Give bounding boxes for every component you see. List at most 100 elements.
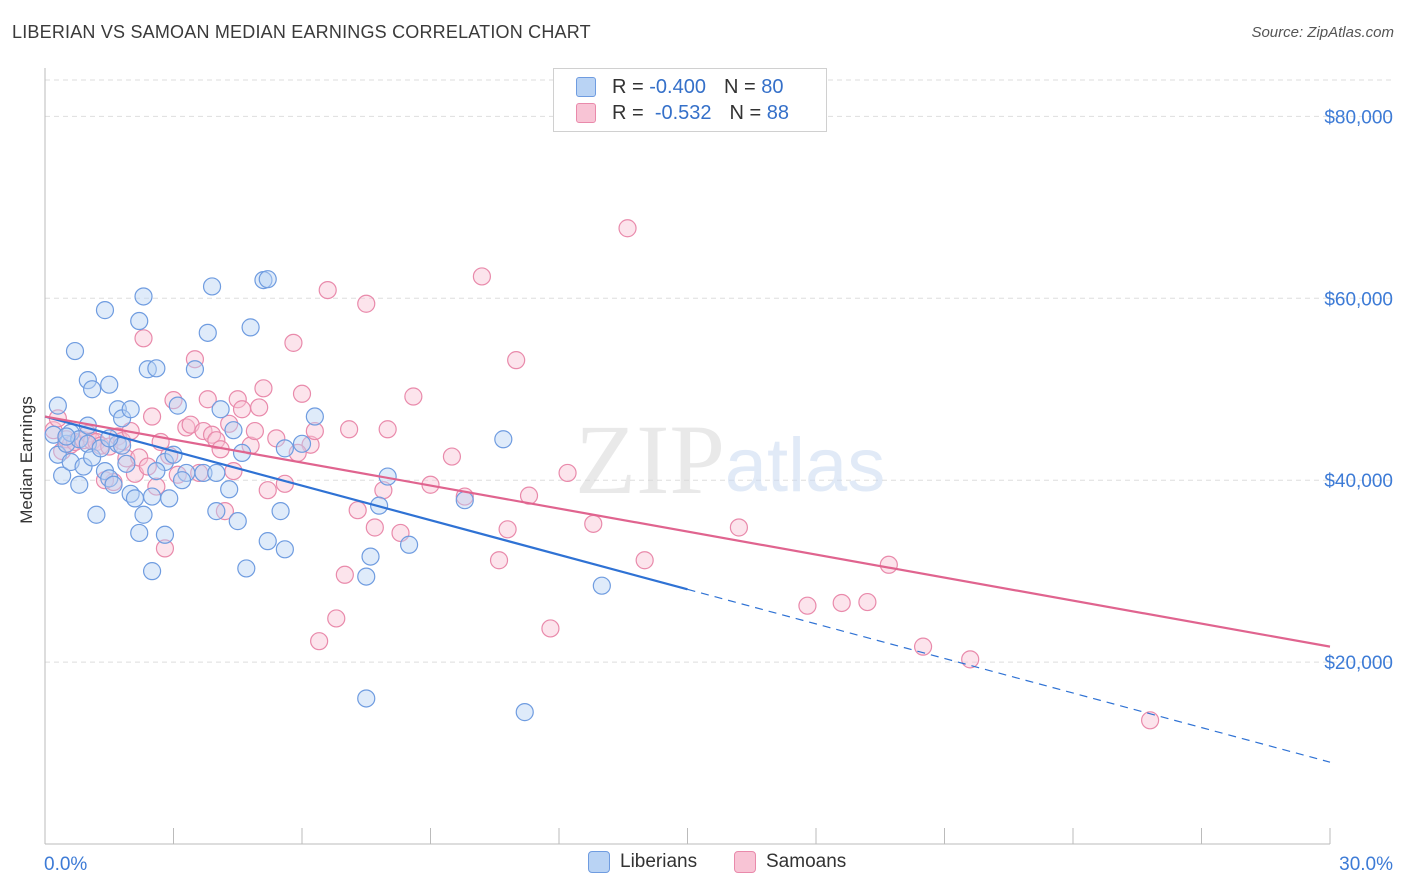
- liberians-point: [275, 439, 294, 458]
- y-tick-labels: $80,000 $60,000 $40,000 $20,000: [1324, 107, 1393, 674]
- samoans-point: [228, 390, 247, 409]
- n-label: N =: [729, 101, 762, 124]
- n-value-liberians: 80: [761, 75, 784, 98]
- liberians-point: [57, 427, 76, 446]
- samoans-point: [340, 420, 359, 439]
- liberians-point: [95, 301, 115, 320]
- samoans-point: [584, 514, 603, 533]
- samoans-point: [498, 520, 517, 539]
- liberians-point: [271, 502, 290, 521]
- samoans-legend-swatch: [734, 851, 756, 873]
- legend-label-samoans: Samoans: [766, 851, 847, 872]
- liberians-point: [70, 475, 89, 494]
- samoans-point: [489, 551, 509, 570]
- samoans-point: [507, 351, 526, 370]
- liberians-points: [44, 270, 611, 722]
- liberians-point: [357, 689, 376, 708]
- samoans-point: [310, 632, 329, 651]
- liberians-trend-extension: [687, 588, 1331, 763]
- samoans-point: [318, 281, 337, 300]
- liberians-point: [134, 505, 153, 524]
- liberians-point: [130, 311, 149, 331]
- liberians-trend-line: [44, 415, 688, 591]
- samoans-point: [335, 565, 354, 584]
- trend-lines: [44, 415, 1331, 763]
- liberians-point: [202, 277, 222, 296]
- samoans-point: [404, 387, 423, 406]
- liberians-point: [228, 512, 247, 531]
- samoans-point: [327, 609, 346, 628]
- legend-item-liberians[interactable]: Liberians: [588, 851, 697, 873]
- samoans-point: [442, 447, 462, 466]
- liberians-point: [108, 400, 127, 419]
- liberians-point: [125, 489, 145, 508]
- liberians-point: [592, 576, 611, 595]
- y-tick-label: $40,000: [1324, 471, 1393, 492]
- watermark-atlas: atlas: [725, 423, 886, 508]
- liberians-point: [399, 535, 419, 554]
- samoans-point: [254, 379, 273, 398]
- x-tick-labels: 0.0% 30.0%: [44, 854, 1393, 875]
- r-value-samoans: -0.532: [654, 101, 712, 124]
- liberians-point: [185, 360, 205, 379]
- samoans-point: [357, 294, 376, 313]
- samoans-point: [961, 650, 980, 669]
- liberians-point: [168, 396, 187, 415]
- liberians-point: [130, 523, 149, 543]
- samoans-point: [729, 518, 749, 537]
- samoans-point: [832, 593, 851, 613]
- liberians-point: [134, 287, 153, 306]
- y-tick-label: $80,000: [1324, 107, 1393, 128]
- liberians-point: [357, 567, 376, 586]
- samoans-point: [250, 398, 269, 417]
- liberians-point: [455, 491, 474, 510]
- liberians-point: [83, 380, 102, 399]
- liberians-point: [207, 463, 226, 483]
- series-legend: Liberians Samoans: [0, 851, 1406, 879]
- r-label: R =: [612, 75, 644, 98]
- samoans-point: [185, 350, 205, 369]
- liberians-point: [211, 400, 230, 419]
- samoans-point: [245, 421, 264, 441]
- x-tick-label-max: 30.0%: [1339, 854, 1393, 875]
- liberians-point: [100, 375, 119, 394]
- liberians-point: [224, 421, 243, 440]
- axes: [44, 68, 1331, 845]
- samoans-point: [798, 596, 817, 615]
- liberians-point: [53, 466, 72, 485]
- liberians-point: [160, 489, 179, 508]
- legend-label-liberians: Liberians: [620, 851, 698, 872]
- liberians-point: [104, 475, 123, 494]
- liberians-point: [241, 318, 260, 337]
- liberians-point: [292, 434, 312, 453]
- samoans-point: [284, 333, 303, 352]
- samoans-point: [472, 267, 491, 286]
- liberians-point: [78, 371, 97, 390]
- samoans-point: [258, 481, 277, 500]
- y-tick-label: $60,000: [1324, 289, 1393, 310]
- r-label: R =: [612, 101, 644, 124]
- samoans-point: [142, 407, 162, 426]
- samoans-swatch: [576, 103, 596, 123]
- samoans-point: [305, 421, 324, 441]
- legend-row-samoans: R = -0.532 N = 88: [576, 100, 789, 126]
- n-value-samoans: 88: [766, 101, 790, 124]
- liberians-point: [48, 396, 67, 415]
- liberians-point: [194, 463, 213, 483]
- liberians-point: [155, 525, 175, 544]
- liberians-point: [305, 407, 324, 426]
- samoans-point: [147, 477, 166, 496]
- correlation-legend: R = -0.400 N = 80 R = -0.532 N = 88: [553, 68, 827, 132]
- legend-item-samoans[interactable]: Samoans: [734, 851, 846, 873]
- y-tick-label: $20,000: [1324, 653, 1393, 674]
- liberians-point: [515, 703, 534, 722]
- liberians-point: [142, 487, 162, 506]
- samoans-point: [365, 518, 384, 537]
- y-axis-label: Median Earnings: [17, 396, 36, 524]
- samoans-point: [1140, 711, 1160, 730]
- legend-row-liberians: R = -0.400 N = 80: [576, 74, 783, 100]
- liberians-point: [361, 547, 380, 566]
- liberians-point: [142, 562, 162, 581]
- samoans-point: [275, 474, 294, 493]
